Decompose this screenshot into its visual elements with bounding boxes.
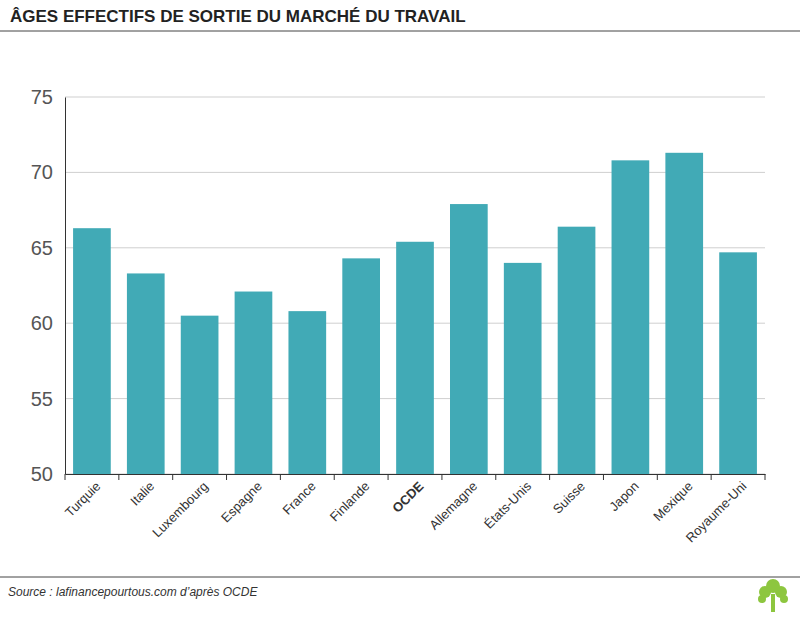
x-tick: Royaume-Uni [683,474,750,545]
y-tick-label: 50 [31,463,53,485]
x-separators [65,474,765,480]
x-separator [226,474,227,480]
logo [758,579,788,612]
bar [73,228,111,474]
bar [127,273,165,474]
title-rule [0,31,800,32]
x-tick: Espagne [218,474,265,525]
y-axis: 50 55 60 65 70 75 [31,86,66,485]
x-separator [334,474,335,480]
x-separator [280,474,281,480]
bar [665,153,703,474]
bar [342,258,380,474]
x-separator [388,474,389,480]
x-tick-label: Royaume-Uni [683,478,750,545]
x-separator [549,474,550,480]
plot: 50 55 60 65 70 75 Turquie ItalieLuxembourgEspag… [31,86,766,545]
x-tick: États-Unis [481,474,534,532]
title: ÂGES EFFECTIFS DE SORTIE DU MARCHÉ DU TR… [10,7,466,26]
y-tick: 50 [31,463,65,485]
grid [65,97,765,474]
x-tick: Allemagne [426,474,480,533]
source-rule [0,577,800,578]
x-axis-line [66,474,766,475]
x-separator [765,474,766,480]
x-tick-label: Italie [127,479,157,509]
x-tick: Mexique [650,474,695,524]
y-tick: 70 [31,161,65,183]
x-tick-label: OCDE [389,478,426,515]
x-tick-label: Mexique [650,479,695,524]
y-tick-label: 70 [31,161,53,183]
logo-leaf [758,595,766,603]
bar [612,160,650,474]
bar [558,227,596,474]
x-separator [603,474,604,480]
bar [504,263,542,474]
bar [396,242,434,474]
x-tick-label: Espagne [218,479,265,526]
y-axis-line [65,98,66,475]
x-tick: Suisse [550,474,588,517]
x-axis: Turquie ItalieLuxembourgEspagne FranceFinl… [62,474,766,545]
grid-line [65,172,765,173]
x-separator [65,474,66,480]
chart: ÂGES EFFECTIFS DE SORTIE DU MARCHÉ DU TR… [0,0,800,618]
logo-leaf [780,595,788,603]
x-tick-label: Turquie [62,479,103,520]
x-tick: Japon [606,474,642,514]
bar [450,204,488,474]
x-tick: Luxembourg [149,474,211,540]
y-tick: 60 [31,312,65,334]
y-tick-label: 75 [31,86,53,108]
y-tick: 75 [31,86,65,108]
bars [73,153,757,474]
x-tick-label: Luxembourg [149,479,211,541]
bar [719,252,757,474]
x-separator [441,474,442,480]
x-separator [711,474,712,480]
x-separator [657,474,658,480]
x-tick: OCDE [389,474,426,516]
bar [181,316,219,474]
x-separator [495,474,496,480]
x-tick-label: Japon [606,479,642,515]
x-tick-label: États-Unis [481,478,534,531]
y-tick-label: 65 [31,237,53,259]
x-tick: Turquie [62,474,103,520]
bar [235,292,273,474]
y-tick-label: 55 [31,388,53,410]
x-separator [118,474,119,480]
y-tick-label: 60 [31,312,53,334]
y-tick: 55 [31,388,65,410]
bar [288,311,326,474]
logo-trunk [771,594,775,612]
x-tick-label: Finlande [327,479,373,525]
grid-line [65,97,765,98]
x-tick: Finlande [327,474,373,524]
x-tick: Italie [127,474,157,509]
x-tick: France [280,474,319,518]
x-tick-label: France [280,479,319,518]
y-tick: 65 [31,237,65,259]
x-tick-label: Allemagne [426,479,480,533]
x-tick-label: Suisse [550,479,588,517]
x-separator [172,474,173,480]
source: Source : lafinancepourtous.com d’après O… [8,585,258,599]
logo-leaf [766,579,780,593]
